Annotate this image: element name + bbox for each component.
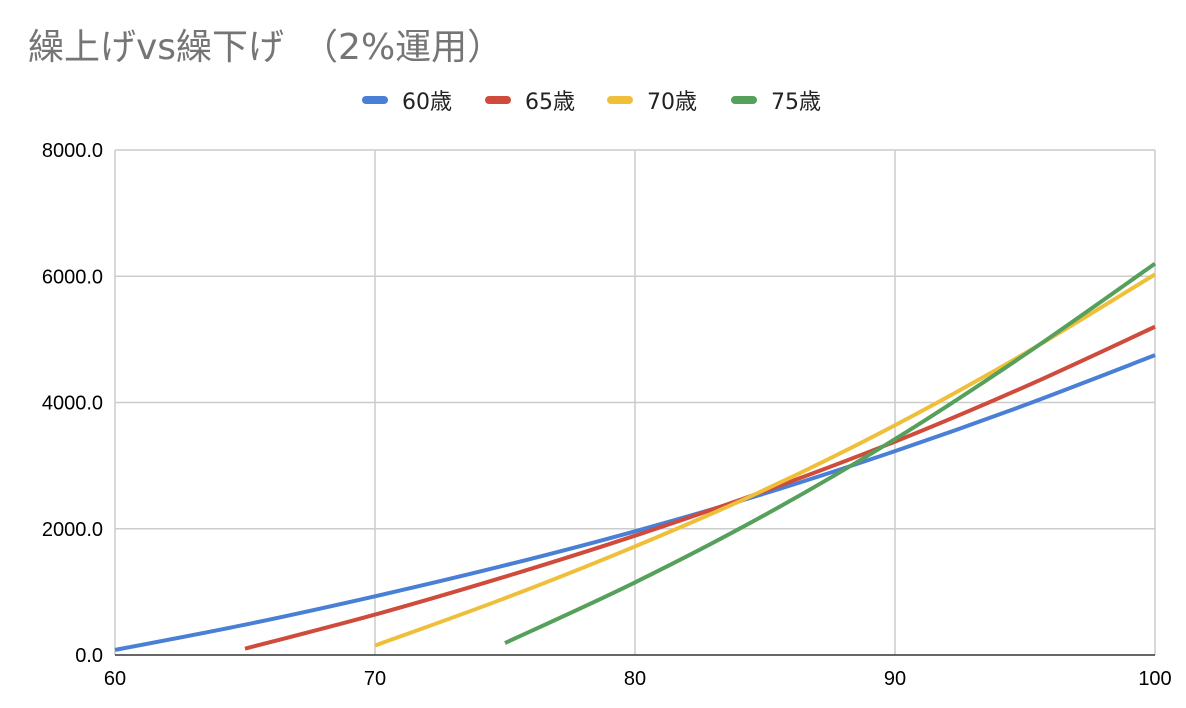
y-tick-label-3: 6000.0 xyxy=(42,266,103,288)
series-line-3[interactable] xyxy=(504,261,1157,645)
legend-item-75[interactable]: 75歳 xyxy=(731,84,821,116)
legend-item-60[interactable]: 60歳 xyxy=(362,84,452,116)
legend: 60歳 65歳 70歳 75歳 xyxy=(0,84,1186,116)
legend-swatch-65 xyxy=(485,96,511,104)
legend-item-65[interactable]: 65歳 xyxy=(485,84,575,116)
x-tick-label-2: 80 xyxy=(624,668,646,690)
legend-swatch-60 xyxy=(362,96,388,104)
legend-item-70[interactable]: 70歳 xyxy=(607,84,697,116)
series-line-0[interactable] xyxy=(114,353,1156,652)
x-tick-label-3: 90 xyxy=(884,668,906,690)
y-tick-label-1: 2000.0 xyxy=(42,519,103,541)
series-line-2[interactable] xyxy=(374,272,1157,648)
series-layer xyxy=(114,261,1157,652)
legend-label-60: 60歳 xyxy=(402,90,452,115)
legend-swatch-75 xyxy=(731,96,757,104)
legend-label-75: 75歳 xyxy=(771,90,821,115)
series-line-1[interactable] xyxy=(244,324,1156,651)
chart-title: 繰上げvs繰下げ （2%運用） xyxy=(28,27,504,68)
y-tick-label-0: 0.0 xyxy=(75,645,103,667)
x-tick-label-0: 60 xyxy=(104,668,126,690)
legend-label-65: 65歳 xyxy=(525,90,575,115)
axes: 60 70 80 90 100 0.0 2000.0 4000.0 6000.0 8000.0 xyxy=(42,140,1172,690)
legend-label-70: 70歳 xyxy=(647,90,697,115)
legend-swatch-70 xyxy=(607,96,633,104)
y-tick-label-2: 4000.0 xyxy=(42,393,103,415)
x-tick-label-4: 100 xyxy=(1138,668,1171,690)
y-tick-label-4: 8000.0 xyxy=(42,140,103,162)
x-tick-label-1: 70 xyxy=(364,668,386,690)
grid xyxy=(114,149,1156,655)
